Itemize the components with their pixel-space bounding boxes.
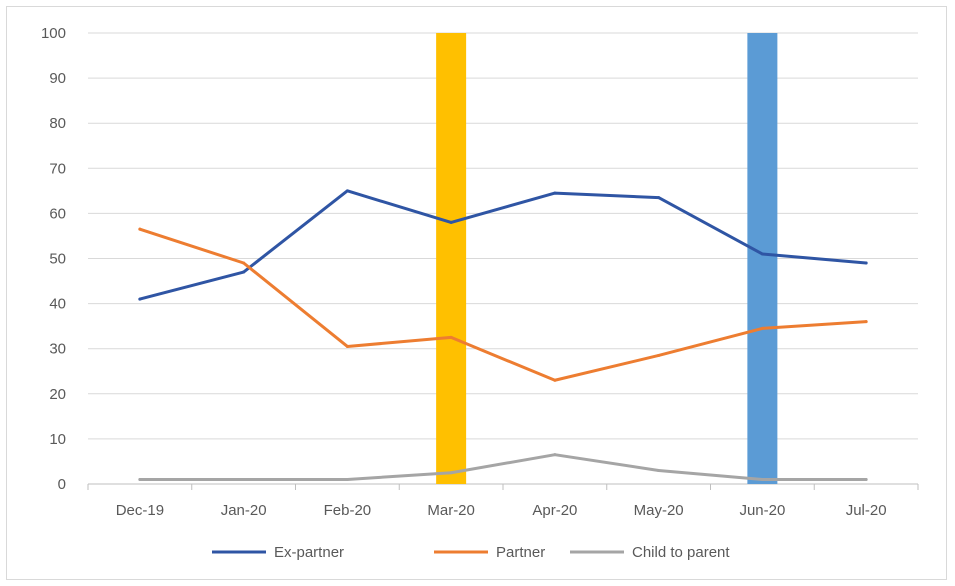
y-tick-label: 90 [49,70,66,87]
legend: Ex-partner Partner Child to parent [212,544,730,561]
y-tick-label: 60 [49,205,66,222]
y-tick-label: 10 [49,431,66,448]
data-point [138,477,142,481]
data-point [553,191,557,195]
series-lines [138,189,868,481]
data-point [242,270,246,274]
data-point [657,468,661,472]
y-tick-label: 40 [49,296,66,313]
highlight-band-mar-20 [436,33,467,484]
legend-label: Partner [496,544,545,561]
data-point [864,320,868,324]
x-tick-label: Mar-20 [427,502,475,519]
data-point [345,477,349,481]
x-tick-label: Apr-20 [532,502,577,519]
data-point [657,196,661,200]
data-point [138,297,142,301]
y-tick-label: 80 [49,115,66,132]
legend-label: Child to parent [632,544,730,561]
data-point [760,326,764,330]
legend-label: Ex-partner [274,544,344,561]
data-point [553,453,557,457]
y-tick-label: 50 [49,251,66,268]
data-point [553,378,557,382]
data-point [138,227,142,231]
y-tick-label: 20 [49,386,66,403]
highlight-bands [436,33,778,484]
x-tick-label: Jun-20 [739,502,785,519]
y-tick-label: 100 [41,25,66,42]
data-point [242,261,246,265]
gridlines [88,32,918,485]
data-point [449,335,453,339]
data-point [345,344,349,348]
data-point [864,261,868,265]
highlight-band-jun-20 [747,33,778,484]
data-point [760,252,764,256]
data-point [760,477,764,481]
x-tick-label: Jul-20 [846,502,887,519]
series-line-1 [138,227,868,382]
x-tick-label: May-20 [634,502,684,519]
x-tick-label: Jan-20 [221,502,267,519]
y-tick-label: 70 [49,160,66,177]
data-point [345,189,349,193]
x-axis-ticks: Dec-19 Jan-20 Feb-20 Mar-20 Apr-20 May-20 Jun-… [87,484,919,519]
data-point [449,471,453,475]
series-line-0 [138,189,868,301]
data-point [242,477,246,481]
data-point [864,477,868,481]
data-point [449,220,453,224]
y-tick-label: 0 [58,476,66,493]
data-point [657,353,661,357]
y-tick-label: 30 [49,341,66,358]
y-axis-ticks: 0 10 20 30 40 50 60 70 80 90 100 [41,25,66,493]
series-line-2 [138,453,868,481]
x-tick-label: Dec-19 [116,502,164,519]
x-tick-label: Feb-20 [324,502,372,519]
